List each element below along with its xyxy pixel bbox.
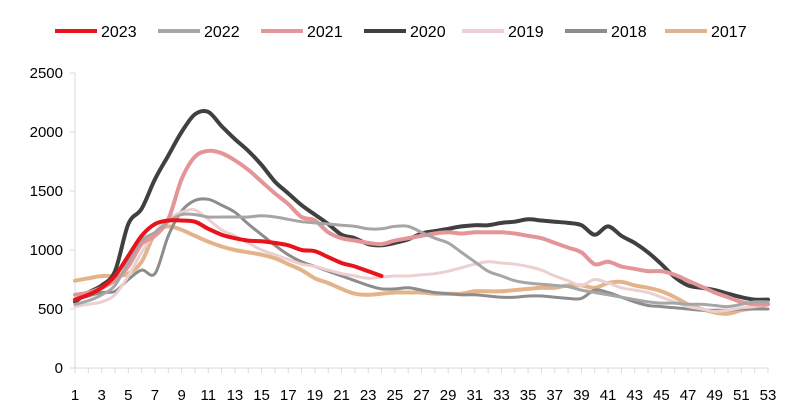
legend-label-2020: 2020	[410, 24, 446, 41]
x-tick-label: 53	[760, 387, 777, 404]
y-tick-label: 0	[55, 360, 63, 377]
x-tick-label: 13	[227, 387, 244, 404]
series-lines	[73, 108, 770, 316]
x-tick-label: 35	[520, 387, 537, 404]
legend-label-2021: 2021	[307, 24, 343, 41]
x-tick-label: 11	[200, 387, 216, 404]
x-tick-label: 5	[124, 387, 132, 404]
series-line-2018	[73, 197, 770, 312]
legend-label-2019: 2019	[508, 24, 544, 41]
x-tick-label: 39	[573, 387, 590, 404]
x-tick-label: 27	[413, 387, 430, 404]
y-tick-label: 2500	[30, 65, 63, 82]
x-tick-label: 7	[151, 387, 159, 404]
x-tick-label: 51	[733, 387, 750, 404]
x-tick-label: 29	[440, 387, 457, 404]
series-line-2019	[73, 208, 770, 313]
x-tick-label: 17	[280, 387, 297, 404]
x-tick-label: 37	[546, 387, 563, 404]
x-tick-label: 43	[626, 387, 643, 404]
series-line-2021	[73, 148, 770, 307]
x-tick-label: 31	[466, 387, 483, 404]
y-tick-label: 1500	[30, 183, 63, 200]
x-tick-label: 19	[307, 387, 324, 404]
x-tick-label: 25	[387, 387, 404, 404]
legend: 2023 2022 2021 2020 2019 2018 2017	[55, 24, 747, 41]
x-tick-label: 15	[253, 387, 270, 404]
x-tick-label: 41	[600, 387, 617, 404]
x-tick-label: 45	[653, 387, 670, 404]
y-tick-label: 2000	[30, 124, 63, 141]
x-tick-label: 9	[177, 387, 185, 404]
legend-label-2018: 2018	[611, 24, 647, 41]
legend-label-2023: 2023	[101, 24, 137, 41]
x-tick-label: 21	[333, 387, 350, 404]
y-tick-label: 500	[38, 301, 63, 318]
x-tick-label: 47	[680, 387, 697, 404]
x-tick-label: 1	[71, 387, 79, 404]
legend-label-2017: 2017	[711, 24, 747, 41]
legend-label-2022: 2022	[204, 24, 240, 41]
series-line-2022	[73, 212, 770, 309]
y-tick-label: 1000	[30, 242, 63, 259]
x-tick-label: 33	[493, 387, 510, 404]
x-tick-label: 3	[97, 387, 105, 404]
series-line-2017	[73, 224, 770, 316]
x-tick-label: 23	[360, 387, 377, 404]
series-line-2023	[73, 218, 384, 302]
x-tick-label: 49	[706, 387, 723, 404]
